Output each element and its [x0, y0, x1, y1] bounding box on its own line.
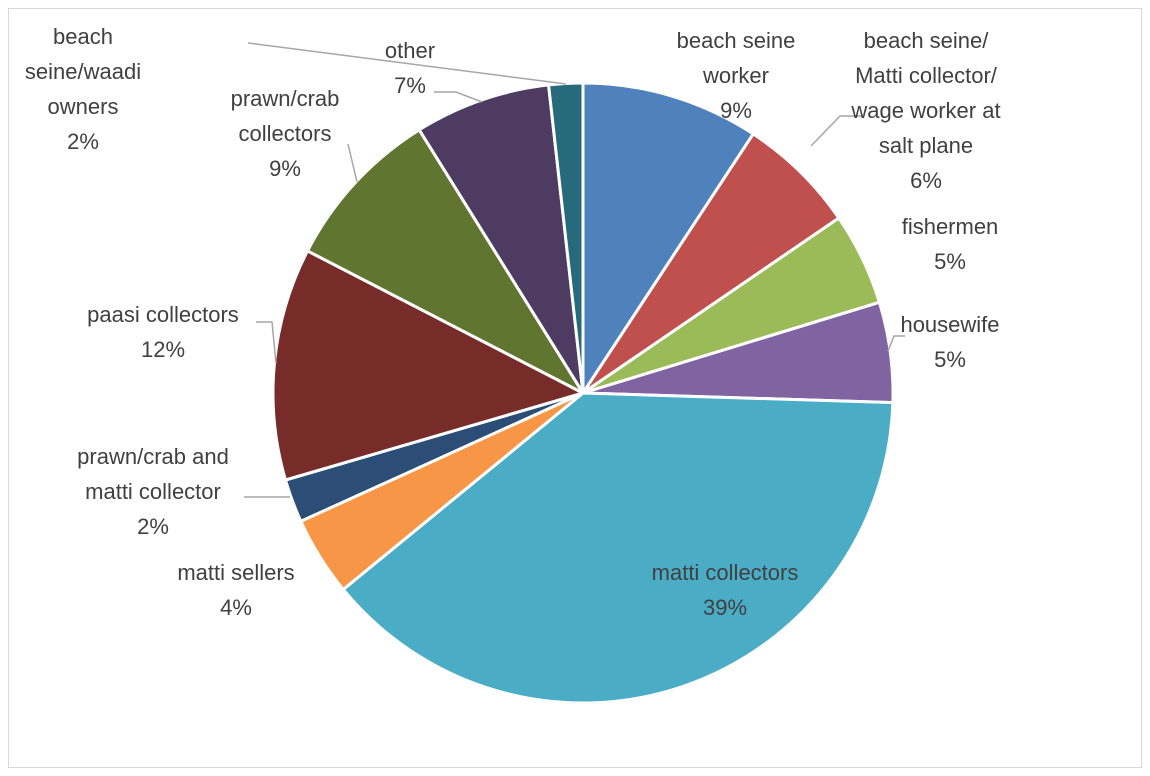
leader-line — [347, 143, 358, 183]
pie-slice — [305, 128, 585, 395]
slice-percent-label: 7% — [394, 73, 426, 98]
data-labels: beach seine worker 9% beach seine/Matti col… — [25, 24, 1001, 620]
slice-category-label: matti collectors — [652, 560, 799, 585]
slice-category-label: owners — [48, 94, 119, 119]
slice-percent-label: 5% — [934, 347, 966, 372]
slice-percent-label: 6% — [910, 168, 942, 193]
slice-category-label: worker — [702, 63, 769, 88]
slice-percent-label: 12% — [141, 337, 185, 362]
slice-percent-label: 5% — [934, 249, 966, 274]
leader-line — [887, 335, 905, 352]
leader-line — [434, 91, 483, 103]
leader-line — [810, 115, 862, 147]
slice-category-label: beach seine — [677, 28, 796, 53]
slice-category-label: other — [385, 38, 435, 63]
slice-percent-label: 9% — [269, 156, 301, 181]
slice-category-label: matti collector — [85, 479, 221, 504]
pie-slice — [581, 81, 755, 395]
pie-slice — [271, 249, 585, 482]
slice-percent-label: 9% — [720, 98, 752, 123]
slice-category-label: prawn/crab — [231, 86, 340, 111]
slice-category-label: beach seine/ — [864, 28, 990, 53]
leader-line — [256, 321, 277, 364]
slice-category-label: collectors — [239, 121, 332, 146]
slice-percent-label: 2% — [67, 129, 99, 154]
pie-slice — [581, 132, 841, 395]
slice-category-label: paasi collectors — [87, 302, 239, 327]
slice-category-label: fishermen — [902, 214, 999, 239]
slice-percent-label: 4% — [220, 595, 252, 620]
slice-category-label: seine/waadi — [25, 59, 141, 84]
slice-category-label: prawn/crab and — [77, 444, 229, 469]
slice-category-label: beach — [53, 24, 113, 49]
slice-category-label: wage worker at — [850, 98, 1000, 123]
pie-slices — [271, 81, 895, 705]
leader-lines — [244, 42, 905, 498]
slice-category-label: Matti collector/ — [855, 63, 998, 88]
slice-percent-label: 39% — [703, 595, 747, 620]
slice-category-label: housewife — [900, 312, 999, 337]
pie-slice — [341, 391, 895, 705]
pie-slice — [417, 83, 585, 395]
leader-line — [247, 42, 567, 85]
slice-category-label: salt plane — [879, 133, 973, 158]
slice-category-label: matti sellers — [177, 560, 294, 585]
slice-percent-label: 2% — [137, 514, 169, 539]
